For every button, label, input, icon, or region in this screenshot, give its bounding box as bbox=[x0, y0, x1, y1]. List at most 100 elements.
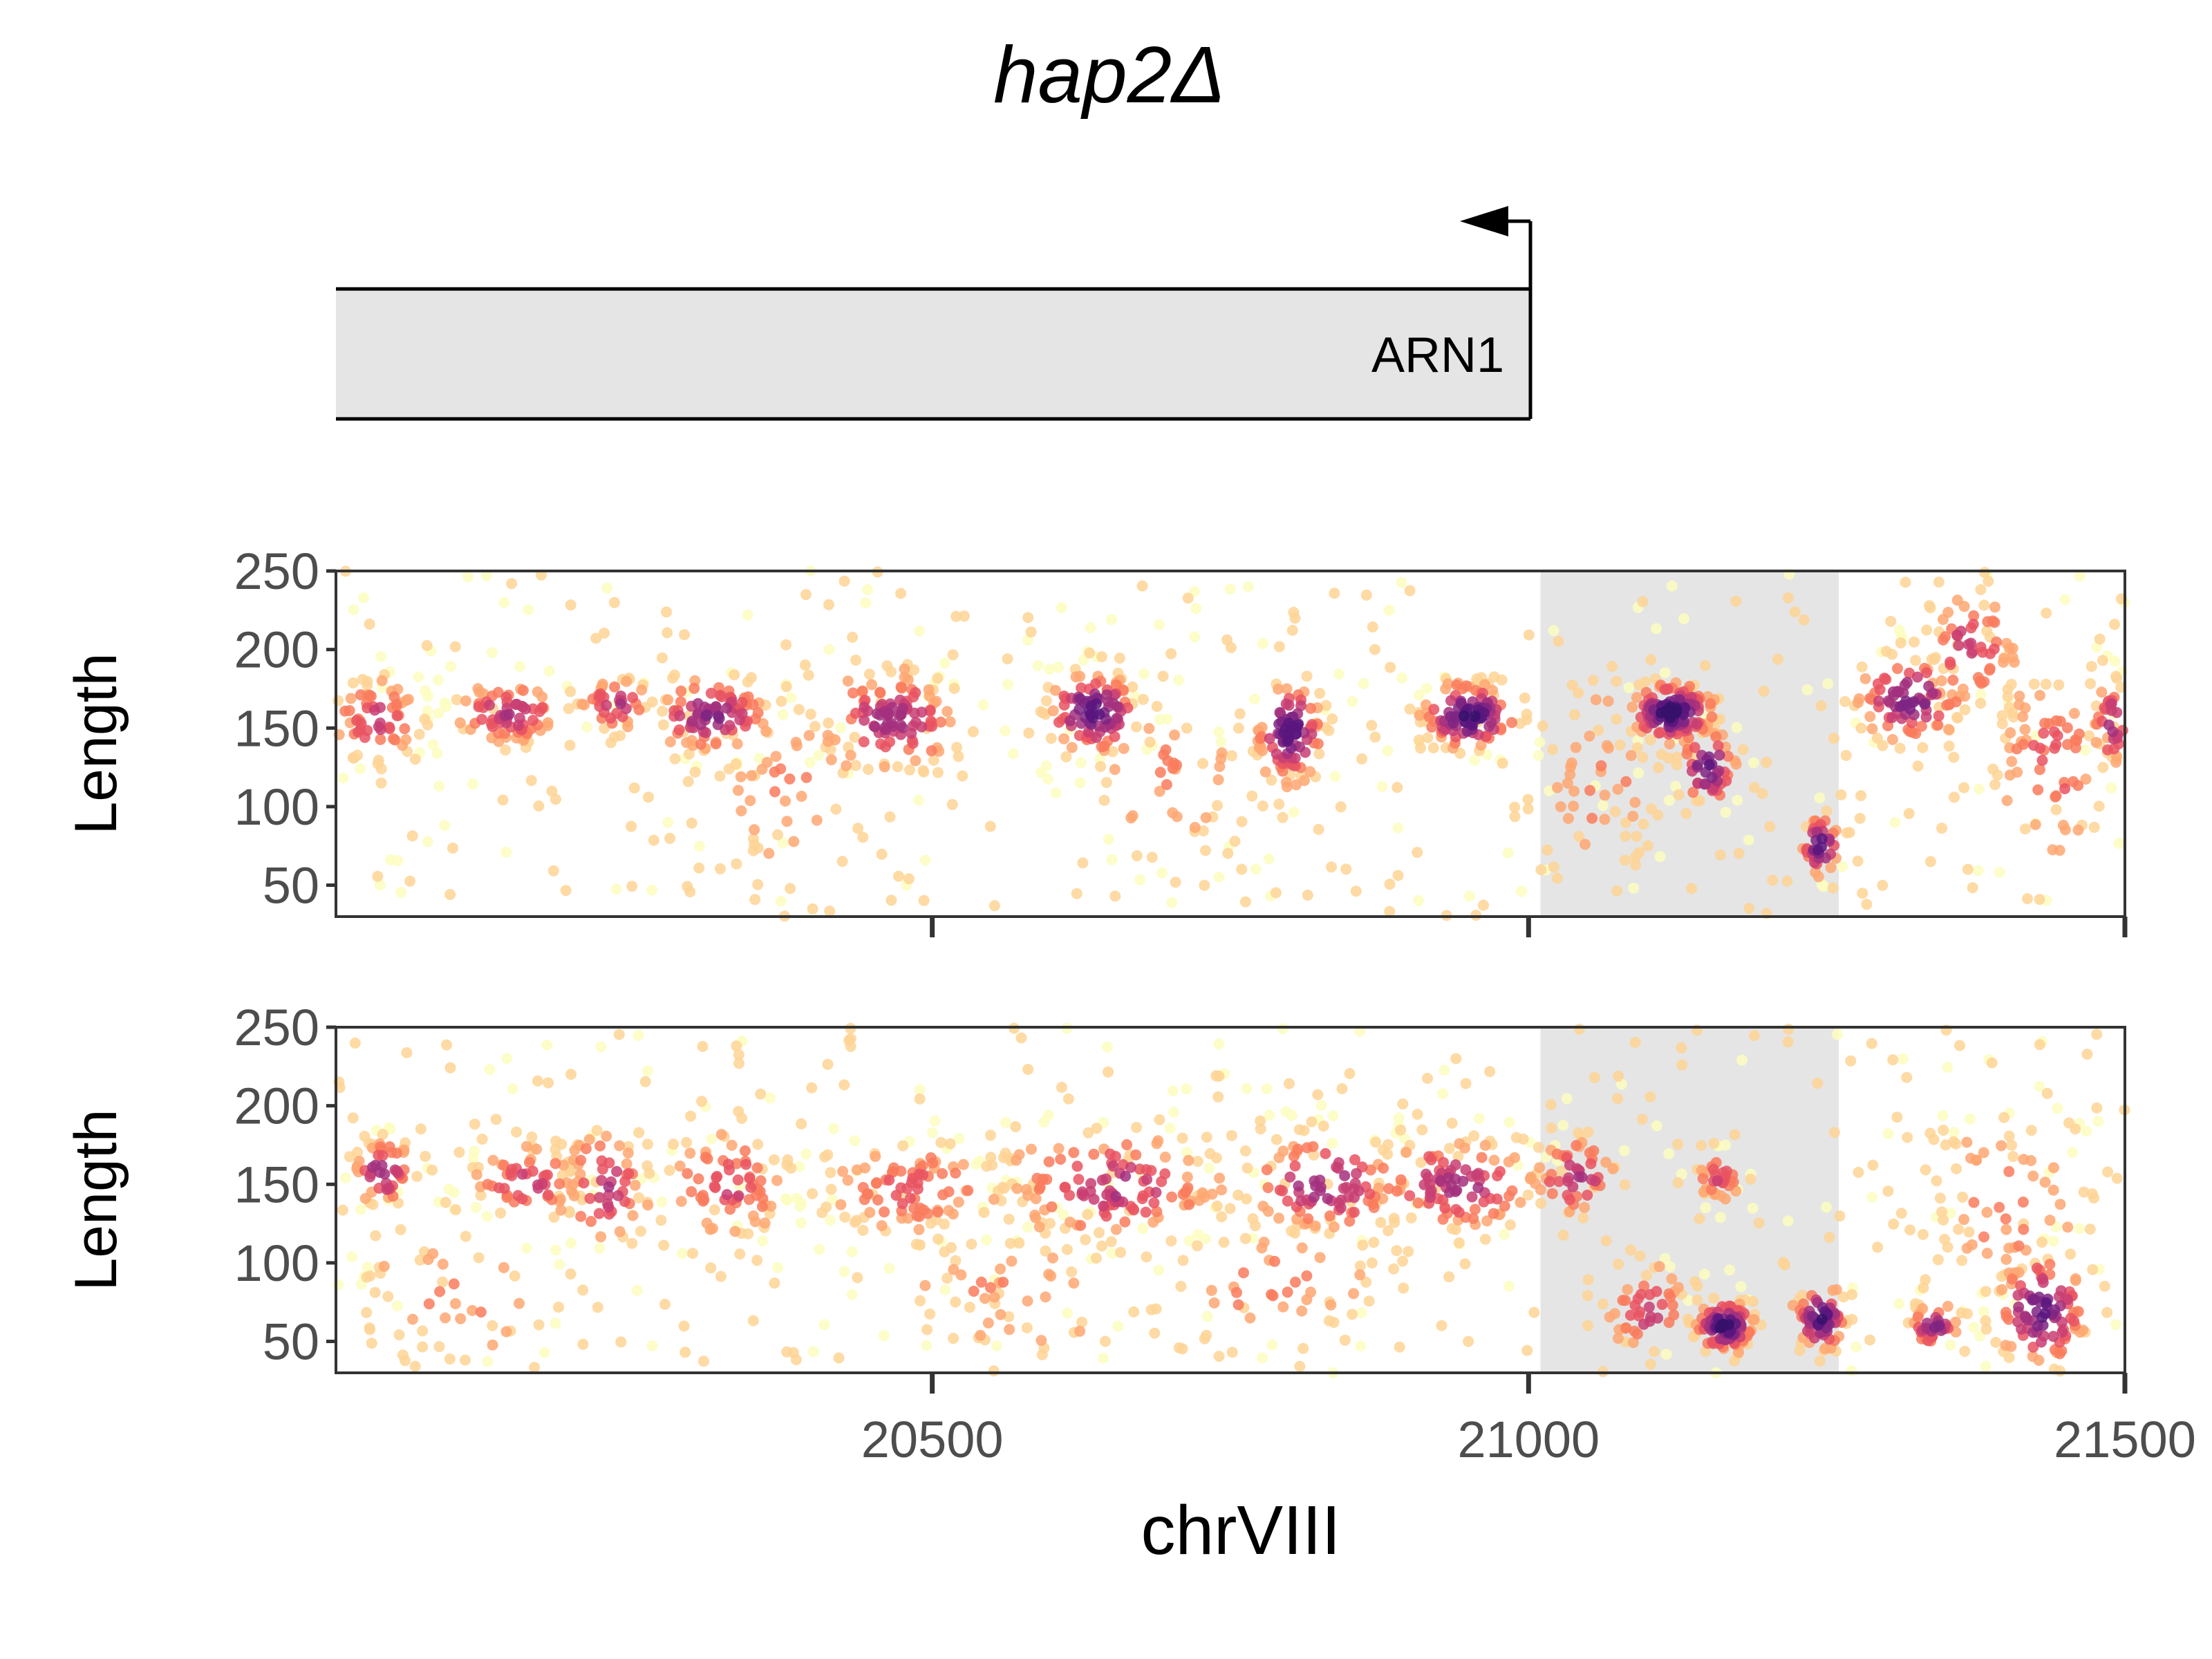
data-point bbox=[682, 1168, 693, 1179]
data-point bbox=[944, 716, 956, 728]
data-point bbox=[565, 1268, 577, 1280]
data-point bbox=[1652, 762, 1664, 774]
data-point bbox=[1150, 1187, 1162, 1198]
data-point bbox=[733, 785, 744, 796]
data-point bbox=[1659, 684, 1671, 695]
data-point bbox=[1983, 575, 1994, 587]
data-point bbox=[821, 1201, 832, 1213]
data-point bbox=[1459, 1258, 1471, 1270]
data-point bbox=[756, 1201, 768, 1212]
data-point bbox=[1633, 847, 1645, 859]
data-point bbox=[1956, 1307, 1967, 1319]
data-point bbox=[1736, 1054, 1747, 1066]
data-point bbox=[543, 665, 555, 677]
data-point bbox=[2000, 1253, 2012, 1265]
data-point bbox=[1928, 1134, 1940, 1145]
data-point bbox=[1366, 720, 1378, 731]
data-point bbox=[1350, 885, 1362, 897]
data-point bbox=[460, 1230, 471, 1242]
data-point bbox=[1197, 825, 1209, 836]
data-point bbox=[1313, 823, 1324, 835]
data-point bbox=[906, 727, 917, 739]
data-point bbox=[473, 1252, 485, 1264]
data-point bbox=[1584, 1147, 1595, 1159]
data-point bbox=[1226, 1130, 1237, 1141]
data-point bbox=[574, 1168, 586, 1180]
data-point bbox=[692, 709, 704, 720]
data-point bbox=[1877, 879, 1888, 891]
data-point bbox=[1938, 634, 1949, 646]
data-point bbox=[614, 1140, 626, 1152]
data-point bbox=[785, 1162, 797, 1174]
data-point bbox=[1042, 774, 1054, 785]
data-point bbox=[1840, 749, 1852, 761]
data-point bbox=[1007, 748, 1019, 760]
data-point bbox=[1569, 709, 1580, 720]
data-point bbox=[1696, 1140, 1707, 1151]
data-point bbox=[967, 726, 979, 738]
data-point bbox=[1281, 683, 1293, 695]
data-point bbox=[1327, 1110, 1339, 1122]
data-point bbox=[575, 1210, 587, 1222]
data-point bbox=[1201, 1132, 1212, 1143]
data-point bbox=[1232, 722, 1244, 734]
data-point bbox=[1022, 1295, 1033, 1307]
data-point bbox=[1173, 1342, 1185, 1353]
data-point bbox=[1059, 1181, 1071, 1193]
data-point bbox=[1957, 1191, 1969, 1203]
data-point bbox=[1981, 1248, 1993, 1259]
data-point bbox=[770, 751, 782, 762]
data-point bbox=[664, 832, 676, 844]
data-point bbox=[433, 780, 445, 792]
data-point bbox=[2034, 1080, 2045, 1092]
data-point bbox=[595, 1231, 607, 1243]
data-point bbox=[1971, 1154, 1983, 1166]
data-point bbox=[1047, 705, 1059, 717]
data-point bbox=[455, 1313, 467, 1324]
data-point bbox=[1649, 1346, 1660, 1358]
data-point bbox=[995, 1263, 1006, 1275]
data-point bbox=[1599, 789, 1611, 801]
data-point bbox=[842, 675, 854, 687]
data-point bbox=[833, 1352, 845, 1364]
data-point bbox=[1061, 1244, 1073, 1255]
data-point bbox=[1708, 1292, 1720, 1304]
data-point bbox=[1609, 1308, 1621, 1320]
data-point bbox=[409, 1360, 421, 1372]
data-point bbox=[2065, 1248, 2077, 1260]
data-point bbox=[633, 1127, 645, 1138]
data-point bbox=[1821, 1201, 1833, 1213]
data-point bbox=[1582, 1190, 1593, 1201]
data-point bbox=[825, 1167, 836, 1179]
data-point bbox=[1566, 757, 1577, 769]
data-point bbox=[957, 1159, 969, 1170]
data-point bbox=[856, 685, 868, 697]
data-point bbox=[1678, 613, 1690, 624]
data-point bbox=[487, 1154, 499, 1166]
data-point bbox=[862, 584, 873, 595]
data-point bbox=[941, 1273, 953, 1284]
data-point bbox=[2031, 1262, 2043, 1274]
data-point bbox=[1670, 780, 1681, 792]
data-point bbox=[1056, 1082, 1067, 1093]
data-point bbox=[1619, 1179, 1631, 1190]
data-point bbox=[1733, 847, 1745, 859]
data-point bbox=[553, 1302, 565, 1313]
y-tick-label: 150 bbox=[234, 700, 319, 757]
data-point bbox=[1165, 1235, 1177, 1247]
data-point bbox=[1743, 834, 1754, 846]
data-point bbox=[1825, 862, 1837, 874]
data-point bbox=[830, 734, 841, 746]
data-point bbox=[1469, 754, 1481, 766]
data-point bbox=[563, 1207, 575, 1219]
data-point bbox=[1222, 847, 1234, 859]
data-point bbox=[1157, 671, 1169, 682]
data-point bbox=[1893, 624, 1905, 636]
data-point bbox=[626, 821, 637, 832]
data-point bbox=[1859, 673, 1871, 684]
data-point bbox=[1064, 1190, 1076, 1201]
data-point bbox=[896, 682, 908, 694]
data-point bbox=[702, 1153, 713, 1165]
data-point bbox=[2059, 594, 2071, 606]
data-point bbox=[386, 702, 398, 713]
